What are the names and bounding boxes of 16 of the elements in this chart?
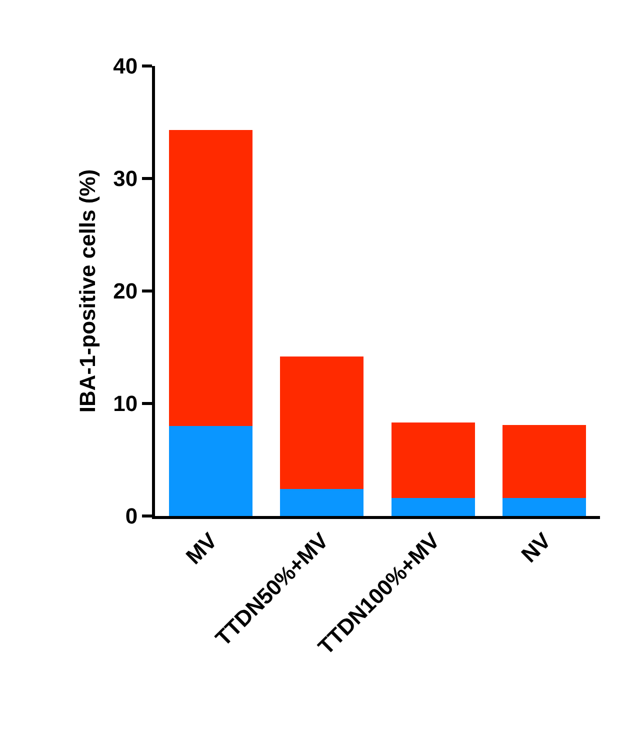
bar [391, 498, 475, 516]
y-tick-label: 30 [113, 166, 138, 192]
bar [502, 424, 586, 498]
bar [168, 130, 252, 426]
bar [280, 489, 364, 516]
bar [391, 422, 475, 498]
bar [168, 426, 252, 516]
y-tick-label: 40 [113, 54, 138, 79]
y-axis-title: IBA-1-positive cells (%) [74, 169, 100, 413]
y-tick-label: 20 [113, 278, 138, 304]
x-tick-label: MV [180, 528, 222, 570]
y-tick-label: 10 [113, 391, 138, 416]
y-tick-label: 0 [125, 504, 138, 529]
bar [280, 356, 364, 489]
x-tick-label: NV [516, 528, 556, 568]
bar [502, 498, 586, 516]
